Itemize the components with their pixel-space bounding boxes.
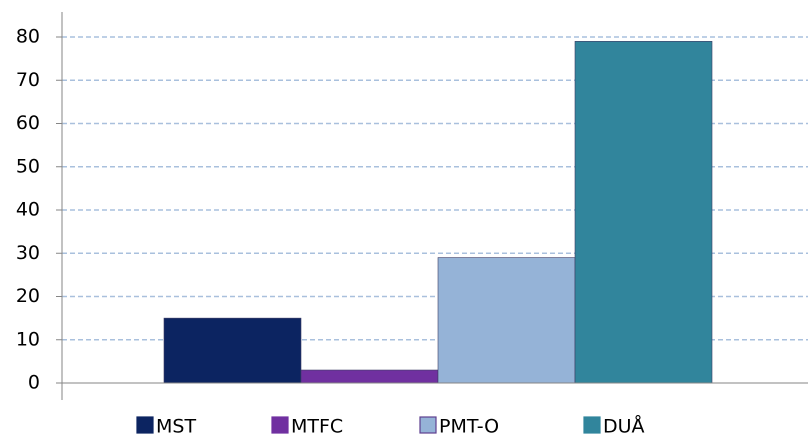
- y-tick-label: 10: [16, 328, 40, 350]
- legend-label: DUÅ: [603, 415, 645, 434]
- legend-swatch: [583, 416, 601, 434]
- bar: [163, 317, 302, 384]
- legend-label: PMT-O: [439, 416, 499, 434]
- y-tick-label: 80: [16, 26, 40, 48]
- legend-swatch: [271, 416, 289, 434]
- legend-swatch: [136, 416, 154, 434]
- bar: [437, 257, 576, 384]
- bar: [574, 41, 713, 384]
- legend-label: MTFC: [291, 416, 343, 434]
- y-tick-label: 30: [16, 242, 40, 264]
- y-tick-label: 40: [16, 199, 40, 221]
- y-tick-label: 70: [16, 69, 40, 91]
- y-tick-label: 20: [16, 285, 40, 307]
- legend-label: MST: [156, 416, 196, 434]
- y-tick-label: 60: [16, 112, 40, 134]
- legend-swatch: [419, 416, 437, 434]
- bar: [300, 369, 439, 384]
- y-tick-label: 0: [28, 372, 40, 394]
- y-tick-label: 50: [16, 155, 40, 177]
